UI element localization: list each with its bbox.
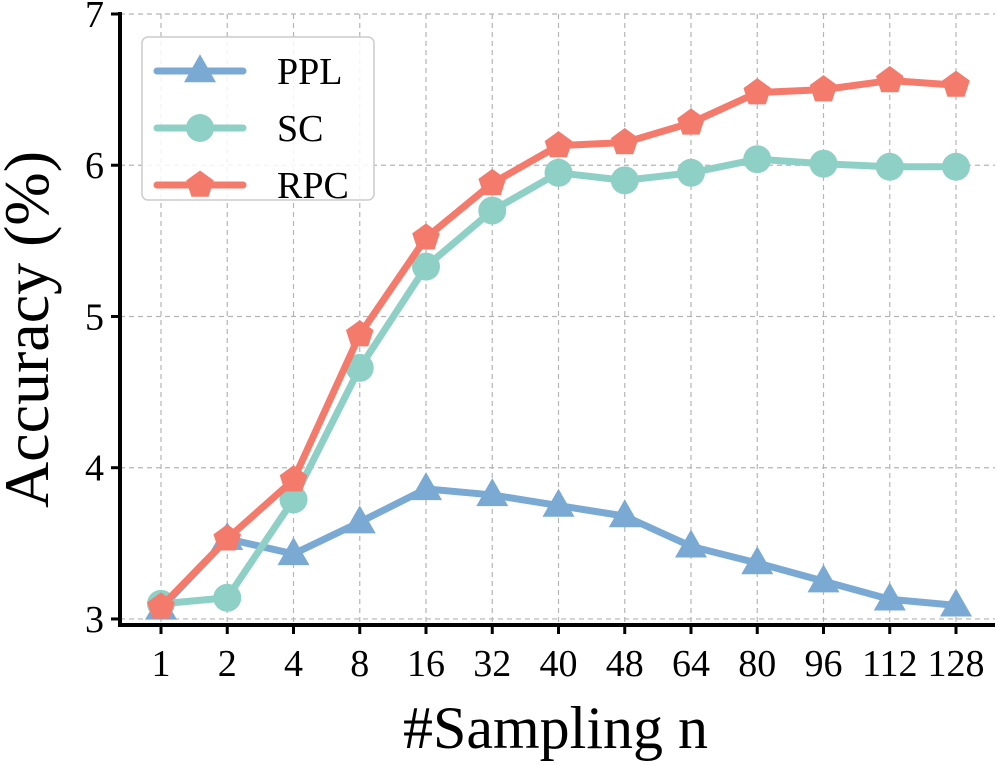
point-rpc-48 xyxy=(610,128,639,155)
point-sc-4 xyxy=(279,485,308,514)
x-tick-label-40: 40 xyxy=(540,643,578,685)
point-ppl-4 xyxy=(277,537,310,566)
x-tick-label-32: 32 xyxy=(473,643,511,685)
point-sc-8 xyxy=(345,353,374,382)
legend-marker-ppl xyxy=(184,54,216,83)
point-ppl-48 xyxy=(608,499,641,528)
legend-item-sc: SC xyxy=(153,108,323,150)
x-tick-label-48: 48 xyxy=(606,643,644,685)
x-axis-title: #Sampling n xyxy=(403,695,708,761)
point-sc-2 xyxy=(213,583,242,612)
point-sc-48 xyxy=(610,166,639,195)
point-sc-16 xyxy=(412,252,440,281)
point-ppl-96 xyxy=(807,564,840,593)
point-sc-112 xyxy=(875,152,904,181)
point-ppl-40 xyxy=(542,488,575,517)
legend-marker-sc xyxy=(186,114,214,142)
point-rpc-32 xyxy=(478,168,507,196)
point-rpc-64 xyxy=(677,108,705,135)
legend-label-ppl: PPL xyxy=(277,51,342,93)
point-ppl-32 xyxy=(476,478,509,507)
x-tick-label-80: 80 xyxy=(738,643,776,685)
legend-item-ppl: PPL xyxy=(153,51,342,93)
point-sc-96 xyxy=(809,149,838,178)
legend-marker-rpc xyxy=(186,170,214,197)
series-rpc xyxy=(147,66,970,619)
point-rpc-4 xyxy=(279,465,308,492)
x-tick-label-1: 1 xyxy=(152,643,171,685)
point-sc-128 xyxy=(942,152,970,181)
x-tick-label-112: 112 xyxy=(862,643,918,685)
point-sc-64 xyxy=(677,158,705,187)
y-tick-label-4: 4 xyxy=(85,448,104,490)
point-rpc-16 xyxy=(412,223,440,250)
point-ppl-128 xyxy=(940,588,972,617)
series-lines xyxy=(145,66,972,620)
axes xyxy=(118,12,995,627)
point-ppl-8 xyxy=(343,505,376,534)
point-rpc-128 xyxy=(942,70,970,97)
point-sc-40 xyxy=(544,158,573,187)
x-tick-label-4: 4 xyxy=(284,643,303,685)
y-tick-label-3: 3 xyxy=(85,599,104,641)
point-rpc-40 xyxy=(544,131,573,158)
x-tick-label-16: 16 xyxy=(407,643,445,685)
y-tick-label-5: 5 xyxy=(85,296,104,338)
point-sc-80 xyxy=(743,145,772,174)
legend-item-rpc: RPC xyxy=(153,165,349,207)
point-rpc-2 xyxy=(213,524,242,551)
x-tick-label-2: 2 xyxy=(218,643,237,685)
legend: PPL SC RPC xyxy=(141,36,375,207)
point-sc-32 xyxy=(478,196,507,225)
y-tick-label-6: 6 xyxy=(85,145,104,187)
x-tick-label-8: 8 xyxy=(350,643,369,685)
point-ppl-112 xyxy=(873,582,906,611)
x-tick-label-96: 96 xyxy=(805,643,843,685)
point-rpc-96 xyxy=(809,75,838,102)
point-rpc-80 xyxy=(743,78,772,105)
point-rpc-112 xyxy=(875,66,904,93)
point-ppl-80 xyxy=(741,546,774,575)
legend-label-rpc: RPC xyxy=(277,165,349,207)
x-tick-label-128: 128 xyxy=(928,643,985,685)
point-rpc-8 xyxy=(345,320,374,347)
x-tick-label-64: 64 xyxy=(672,643,710,685)
point-ppl-16 xyxy=(410,472,442,501)
y-axis-title: Accuracy (%) xyxy=(0,151,62,508)
point-ppl-64 xyxy=(675,529,707,558)
legend-label-sc: SC xyxy=(277,108,323,150)
y-tick-label-7: 7 xyxy=(85,0,104,36)
point-rpc-1 xyxy=(147,592,175,619)
